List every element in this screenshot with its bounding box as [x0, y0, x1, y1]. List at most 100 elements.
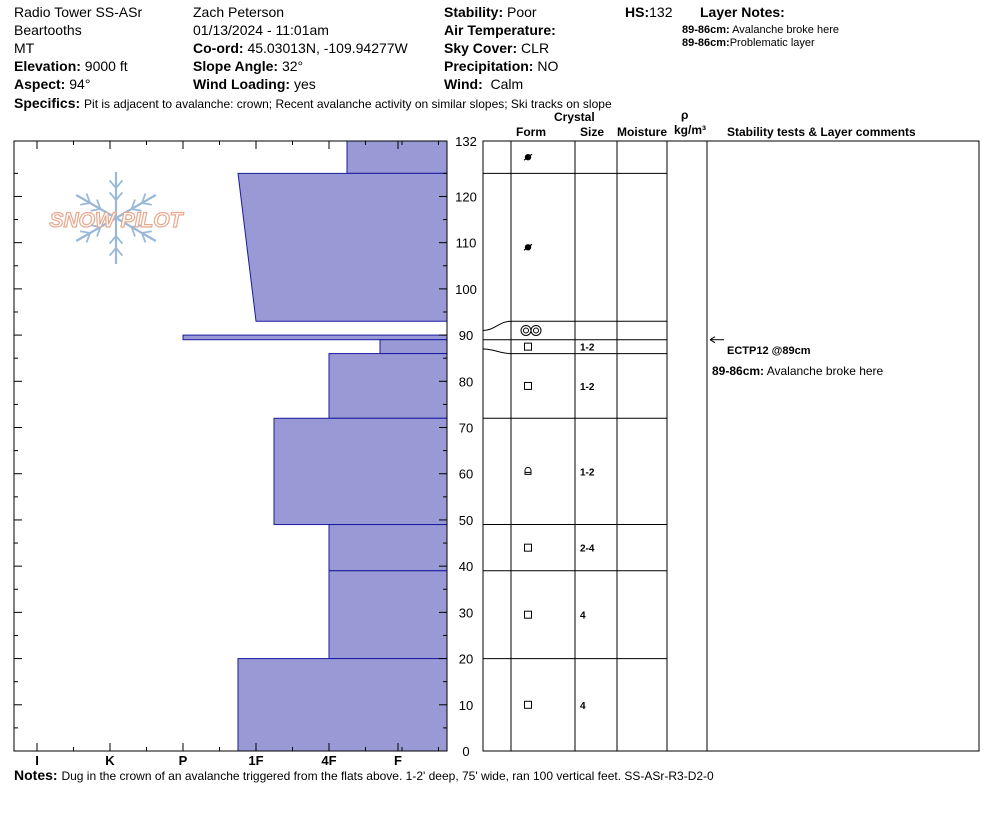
- crystal-header: Crystal: [554, 110, 595, 124]
- layer-note-text: Avalanche broke here: [732, 24, 839, 36]
- hardness-layer: [328, 570, 448, 660]
- surface-hoar-icon: [520, 324, 542, 336]
- layer-comment: 89-86cm: Avalanche broke here: [712, 364, 883, 378]
- flake-branch: [80, 202, 91, 206]
- layer-note: 89-86cm: Avalanche broke here: [682, 24, 839, 37]
- form-header: Form: [516, 125, 546, 139]
- moisture-header: Moisture: [617, 125, 668, 139]
- melt-freeze-crust-icon: [523, 243, 533, 251]
- flake-branch: [108, 235, 117, 245]
- elevation-label: Elevation:: [14, 58, 81, 74]
- arrow-icon: [709, 336, 716, 344]
- sky-label: Sky Cover:: [444, 40, 518, 56]
- flake-branch: [141, 230, 152, 234]
- height-tick-label: 60: [459, 467, 473, 482]
- flake-arm: [115, 194, 157, 219]
- precipitation: Precipitation: NO: [444, 58, 558, 74]
- aspect: Aspect: 94°: [14, 76, 90, 92]
- height-tick-label: 100: [455, 282, 477, 297]
- height-tick-label: 30: [459, 605, 473, 620]
- snowpilot-logo: SNOW PILOT: [49, 172, 185, 264]
- size-header: Size: [580, 125, 605, 139]
- hoar-ring: [523, 327, 529, 334]
- faceted-crystal-icon: [524, 381, 532, 390]
- wind-value: Calm: [490, 76, 524, 92]
- flake-branch: [108, 191, 117, 201]
- crystal-size: 1-2: [580, 467, 595, 478]
- aspect-label: Aspect:: [14, 76, 66, 92]
- hardness-layer: [237, 172, 448, 322]
- crystal-size: 2-4: [580, 544, 595, 555]
- hardness-layer: [182, 334, 448, 341]
- depth-hoar-shape: [524, 466, 532, 475]
- hardness-tick-label: F: [394, 753, 402, 768]
- height-tick-label: 50: [459, 513, 473, 528]
- height-tick-label: 132: [455, 134, 477, 149]
- hardness-tick-label: I: [35, 753, 39, 768]
- flake-branch: [96, 199, 102, 210]
- grain-table-frame: [482, 140, 980, 752]
- crystal-size: 1-2: [580, 343, 595, 354]
- state: MT: [14, 40, 35, 56]
- crust-line: [523, 153, 533, 161]
- height-tick-label: 110: [456, 236, 477, 251]
- hardness-tick-label: P: [179, 753, 188, 768]
- hardness-layer: [328, 524, 448, 572]
- flake-branch: [141, 193, 147, 204]
- hardness-layer: [346, 140, 448, 174]
- hoar-ring: [530, 324, 542, 336]
- crust-line: [523, 243, 533, 251]
- stability-test-result: ECTP12 @89cm: [727, 345, 811, 357]
- height-tick-label: 0: [462, 744, 469, 759]
- total-snow-height: HS:132: [625, 4, 672, 20]
- flake-branch: [90, 224, 101, 228]
- sky-value: CLR: [521, 40, 550, 56]
- slope-value: 32°: [281, 58, 304, 74]
- layer-notes-label: Layer Notes:: [700, 4, 785, 20]
- flake-branch: [131, 224, 142, 228]
- hoar-ring: [533, 327, 539, 334]
- flake-branch: [115, 247, 124, 257]
- aspect-value: 94°: [69, 76, 91, 92]
- height-tick-label: 70: [459, 421, 473, 436]
- flake-arm: [75, 217, 117, 242]
- coord-value: 45.03013N, -109.94277W: [247, 40, 408, 56]
- elevation-value: 9000 ft: [84, 58, 128, 74]
- flake-branch: [108, 247, 117, 257]
- notes-label: Notes:: [14, 767, 58, 783]
- hardness-layer: [328, 353, 448, 419]
- faceted-crystal-icon: [524, 342, 532, 351]
- flake-branch: [130, 226, 136, 237]
- flake-branch: [90, 208, 101, 212]
- logo-text: SNOW PILOT: [50, 209, 185, 232]
- crystal-size: 1-2: [580, 382, 595, 393]
- flake-branch: [80, 230, 91, 234]
- layer-comment-range: 89-86cm:: [712, 364, 765, 378]
- layer-note-text: Problematic layer: [729, 37, 815, 49]
- flake-arm: [75, 194, 117, 219]
- layer-connector: [482, 320, 512, 331]
- height-tick-label: 20: [459, 652, 473, 667]
- flake-branch: [115, 235, 124, 245]
- crystal-size: 4: [580, 701, 586, 712]
- wind-label: Wind:: [444, 76, 483, 92]
- hardness-tick-label: K: [105, 753, 115, 768]
- air-temperature-label: Air Temperature:: [444, 22, 556, 38]
- mountain-range: Beartooths: [14, 22, 82, 38]
- hardness-tick-label: 4F: [321, 753, 336, 768]
- flake-branch: [96, 226, 102, 237]
- precip-label: Precipitation:: [444, 58, 534, 74]
- melt-freeze-crust-icon: [523, 153, 533, 161]
- observer: Zach Peterson: [193, 4, 285, 20]
- coordinates: Co-ord: 45.03013N, -109.94277W: [193, 40, 408, 56]
- precip-value: NO: [537, 58, 559, 74]
- layer-note: 89-86cm:Problematic layer: [682, 37, 815, 50]
- slope-angle: Slope Angle: 32°: [193, 58, 303, 74]
- layer-connector: [482, 348, 512, 355]
- notes-text: Dug in the crown of an avalanche trigger…: [61, 769, 714, 783]
- flake-arm: [115, 217, 157, 242]
- hs-value: 132: [649, 4, 673, 20]
- height-tick-label: 40: [459, 559, 473, 574]
- depth-hoar-icon: [524, 466, 532, 475]
